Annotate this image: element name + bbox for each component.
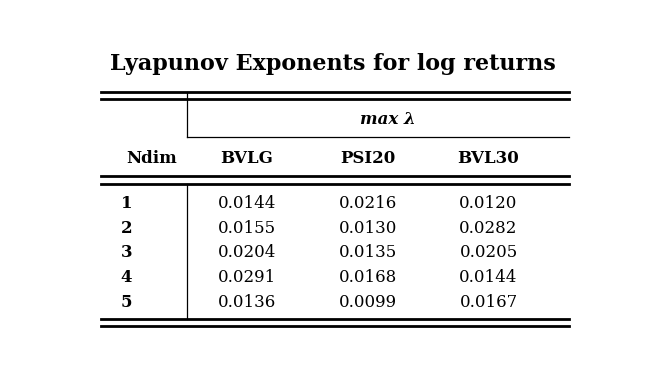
Text: 0.0216: 0.0216 — [339, 195, 397, 212]
Text: 0.0291: 0.0291 — [218, 269, 276, 286]
Text: 1: 1 — [121, 195, 132, 212]
Text: 0.0120: 0.0120 — [459, 195, 518, 212]
Text: 0.0282: 0.0282 — [459, 220, 518, 237]
Text: 0.0155: 0.0155 — [218, 220, 276, 237]
Text: 0.0136: 0.0136 — [218, 294, 276, 311]
Text: 4: 4 — [121, 269, 132, 286]
Text: 0.0135: 0.0135 — [339, 244, 397, 261]
Text: max λ: max λ — [360, 111, 416, 128]
Text: 0.0144: 0.0144 — [459, 269, 518, 286]
Text: 0.0168: 0.0168 — [339, 269, 397, 286]
Text: 0.0099: 0.0099 — [339, 294, 397, 311]
Text: 0.0204: 0.0204 — [218, 244, 276, 261]
Text: BVL30: BVL30 — [458, 150, 519, 167]
Text: 0.0167: 0.0167 — [459, 294, 518, 311]
Text: 5: 5 — [121, 294, 132, 311]
Text: 3: 3 — [121, 244, 132, 261]
Text: 0.0144: 0.0144 — [218, 195, 276, 212]
Text: Ndim: Ndim — [127, 150, 177, 167]
Text: PSI20: PSI20 — [340, 150, 395, 167]
Text: BVLG: BVLG — [221, 150, 273, 167]
Text: 0.0205: 0.0205 — [459, 244, 518, 261]
Text: Lyapunov Exponents for log returns: Lyapunov Exponents for log returns — [110, 53, 556, 75]
Text: 2: 2 — [121, 220, 132, 237]
Text: 0.0130: 0.0130 — [339, 220, 397, 237]
